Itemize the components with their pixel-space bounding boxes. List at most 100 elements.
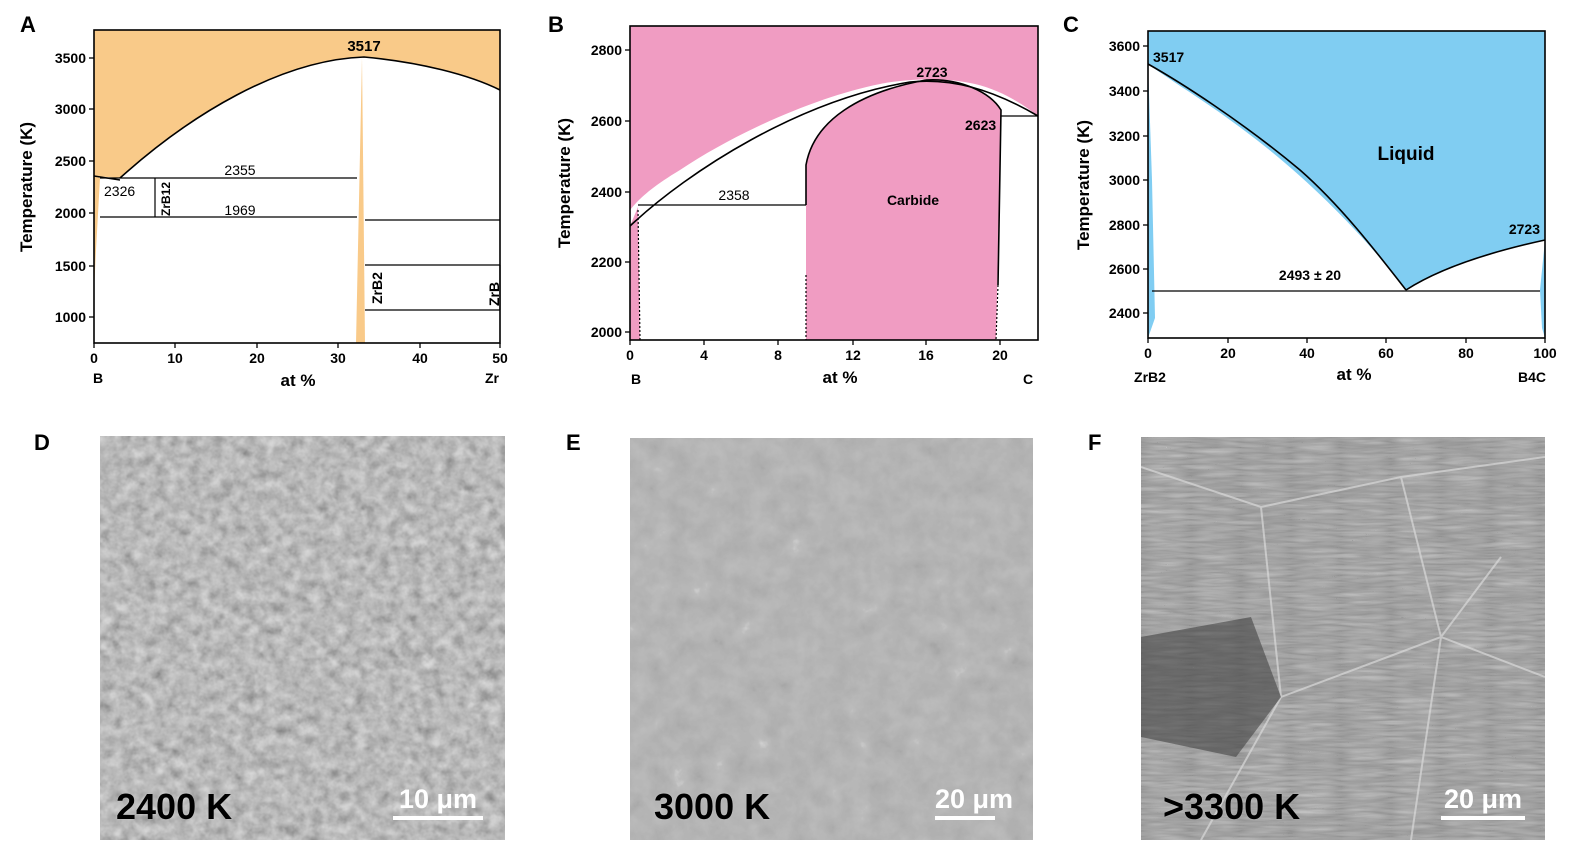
panel-letter-c: C bbox=[1063, 12, 1079, 37]
x-c-tick-label: 60 bbox=[1378, 345, 1394, 361]
phase-diagram-b-c: 2000 2200 2400 2600 2800 0 4 8 12 16 20 2723 2623… bbox=[555, 25, 1039, 387]
y-axis-label-a: Temperature (K) bbox=[17, 122, 36, 252]
x-a-tick-label: 0 bbox=[90, 350, 98, 366]
dark-grain bbox=[1141, 617, 1281, 757]
x-c-tick-label: 20 bbox=[1220, 345, 1236, 361]
carbide-label: Carbide bbox=[887, 192, 939, 208]
carbide-boundary-left bbox=[805, 79, 927, 205]
label-3517-c: 3517 bbox=[1153, 49, 1184, 65]
y-a-tick-label: 1500 bbox=[55, 258, 86, 274]
y-b-tick-label: 2200 bbox=[591, 254, 622, 270]
x-left-label-c: ZrB2 bbox=[1134, 369, 1166, 385]
phase-diagram-zrb2-b4c: 2400 2600 2800 3000 3200 3400 3600 0 20 40 60 80 10… bbox=[1074, 30, 1557, 385]
scale-label-d: 10 μm bbox=[398, 784, 478, 814]
y-b-tick-label: 2600 bbox=[591, 113, 622, 129]
boron-solid-solution-region bbox=[94, 176, 100, 292]
y-axis-label-b: Temperature (K) bbox=[555, 118, 574, 248]
x-right-label-a: Zr bbox=[485, 370, 500, 386]
sem-texture-e bbox=[630, 438, 1033, 840]
x-b-tick-label: 4 bbox=[700, 347, 708, 363]
x-ticks-a: 0 10 20 30 40 50 bbox=[90, 343, 508, 366]
y-a-tick-label: 2000 bbox=[55, 205, 86, 221]
panel-letter-b: B bbox=[548, 12, 564, 37]
y-c-tick-label: 3400 bbox=[1109, 83, 1140, 99]
peak-label-a: 3517 bbox=[347, 38, 380, 55]
y-a-tick-label: 2500 bbox=[55, 153, 86, 169]
x-c-tick-label: 40 bbox=[1299, 345, 1315, 361]
sem-texture-d bbox=[100, 436, 505, 840]
scale-bar-f: 20 μm bbox=[1441, 784, 1525, 820]
panel-letter-e: E bbox=[566, 430, 581, 455]
liquidus-left bbox=[1147, 63, 1407, 291]
y-ticks-a: 1000 1500 2000 2500 3000 3500 bbox=[55, 50, 94, 325]
panel-letter-a: A bbox=[20, 12, 36, 37]
x-b-tick-label: 0 bbox=[626, 347, 634, 363]
eutectic-label-2326: 2326 bbox=[104, 183, 135, 199]
y-c-tick-label: 2600 bbox=[1109, 261, 1140, 277]
axes-frame-a bbox=[93, 29, 501, 344]
sem-texture-f bbox=[1141, 437, 1545, 840]
y-ticks-b: 2000 2200 2400 2600 2800 bbox=[591, 42, 630, 340]
y-c-tick-label: 3000 bbox=[1109, 172, 1140, 188]
y-c-tick-label: 3200 bbox=[1109, 128, 1140, 144]
panel-letter-f: F bbox=[1088, 430, 1102, 455]
scale-label-f: 20 μm bbox=[1443, 784, 1523, 814]
temperature-label-e: 3000 K bbox=[654, 786, 771, 827]
scale-line-e bbox=[934, 816, 995, 820]
x-axis-label-c: at % bbox=[1337, 365, 1372, 384]
carbide-region bbox=[806, 79, 1001, 341]
liquid-region-b bbox=[630, 26, 1038, 210]
x-b-tick-label: 16 bbox=[918, 347, 934, 363]
dotted-left bbox=[637, 209, 641, 341]
isotherm-label-1969: 1969 bbox=[224, 202, 255, 218]
axes-frame-c bbox=[1147, 30, 1546, 339]
b4c-solid-sliver bbox=[1540, 240, 1545, 338]
x-a-tick-label: 30 bbox=[330, 350, 346, 366]
label-2623: 2623 bbox=[965, 117, 996, 133]
x-a-tick-label: 20 bbox=[249, 350, 265, 366]
liquid-label: Liquid bbox=[1378, 144, 1435, 165]
temperature-label-f: >3300 K bbox=[1163, 786, 1301, 827]
y-axis-label-c: Temperature (K) bbox=[1074, 120, 1093, 250]
scale-line-d bbox=[393, 816, 483, 820]
phase-label-zrb2: ZrB2 bbox=[369, 272, 385, 304]
y-a-tick-label: 1000 bbox=[55, 309, 86, 325]
x-b-tick-label: 8 bbox=[774, 347, 782, 363]
y-a-tick-label: 3500 bbox=[55, 50, 86, 66]
temperature-label-d: 2400 K bbox=[116, 786, 233, 827]
x-c-tick-label: 100 bbox=[1533, 345, 1557, 361]
y-b-tick-label: 2000 bbox=[591, 324, 622, 340]
x-left-label-a: B bbox=[93, 370, 103, 386]
x-axis-label-b: at % bbox=[823, 368, 858, 387]
y-c-tick-label: 3600 bbox=[1109, 38, 1140, 54]
y-c-tick-label: 2800 bbox=[1109, 217, 1140, 233]
carbide-boundary-right bbox=[925, 79, 1002, 286]
eutectic-label-2358: 2358 bbox=[718, 187, 749, 203]
x-c-tick-label: 0 bbox=[1144, 345, 1152, 361]
y-c-tick-label: 2400 bbox=[1109, 305, 1140, 321]
x-right-label-b: C bbox=[1023, 371, 1033, 387]
x-a-tick-label: 40 bbox=[412, 350, 428, 366]
x-c-tick-label: 80 bbox=[1458, 345, 1474, 361]
sem-image-2400k: 2400 K 10 μm bbox=[100, 436, 505, 840]
peak-label-b: 2723 bbox=[916, 64, 947, 80]
eutectic-label-c: 2493 ± 20 bbox=[1279, 267, 1341, 283]
x-a-tick-label: 10 bbox=[167, 350, 183, 366]
liquid-region bbox=[94, 30, 500, 178]
scale-bar-d: 10 μm bbox=[393, 784, 483, 820]
y-b-tick-label: 2400 bbox=[591, 184, 622, 200]
phase-diagram-b-zr: 1000 1500 2000 2500 3000 3500 0 10 20 30 40 50 351… bbox=[17, 29, 508, 390]
x-axis-label-a: at % bbox=[281, 371, 316, 390]
phase-label-zrb: ZrB bbox=[486, 282, 502, 306]
phase-label-zrb12: ZrB12 bbox=[159, 182, 173, 216]
x-b-tick-label: 20 bbox=[992, 347, 1008, 363]
dotted-carbide-right bbox=[995, 284, 999, 341]
x-a-tick-label: 50 bbox=[492, 350, 508, 366]
scale-label-e: 20 μm bbox=[934, 784, 1013, 814]
label-2723-c: 2723 bbox=[1509, 221, 1540, 237]
x-ticks-c: 0 20 40 60 80 100 bbox=[1144, 338, 1557, 361]
liquid-region-c bbox=[1148, 31, 1545, 290]
axes-frame-b bbox=[629, 25, 1039, 341]
zrb2-phase-region bbox=[356, 57, 365, 343]
sem-image-3300k: >3300 K 20 μm bbox=[1141, 437, 1545, 840]
